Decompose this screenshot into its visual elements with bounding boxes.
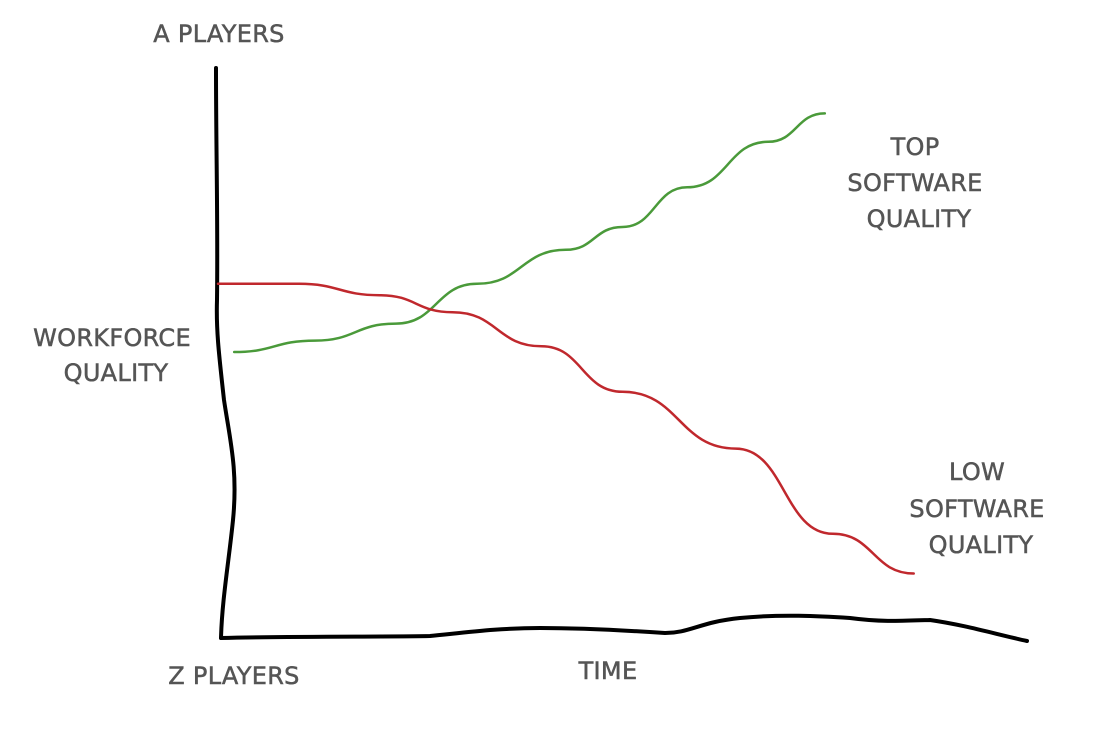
series-line-top-software-quality xyxy=(232,112,827,354)
series-label-line: TOP xyxy=(890,133,940,161)
series-label-line: QUALITY xyxy=(929,531,1034,559)
x-axis-line xyxy=(219,613,1029,643)
series-label-low-software-quality: LOW SOFTWARE QUALITY xyxy=(909,458,1052,559)
y-axis-top-label: A PLAYERS xyxy=(153,20,284,48)
series-label-line: SOFTWARE xyxy=(909,495,1044,523)
y-axis-title-line: WORKFORCE xyxy=(33,324,191,352)
y-axis-title-line: QUALITY xyxy=(64,359,169,387)
y-axis-bottom-label: Z PLAYERS xyxy=(168,662,299,690)
series-line-low-software-quality xyxy=(216,282,915,575)
x-axis-title: TIME xyxy=(578,657,638,685)
series-label-line: LOW xyxy=(949,458,1005,486)
series-label-top-software-quality: TOP SOFTWARE QUALITY xyxy=(847,133,990,233)
y-axis-line xyxy=(214,66,237,640)
series-label-line: QUALITY xyxy=(867,205,972,233)
y-axis-title: WORKFORCE QUALITY xyxy=(33,324,199,387)
series-label-line: SOFTWARE xyxy=(847,169,982,197)
